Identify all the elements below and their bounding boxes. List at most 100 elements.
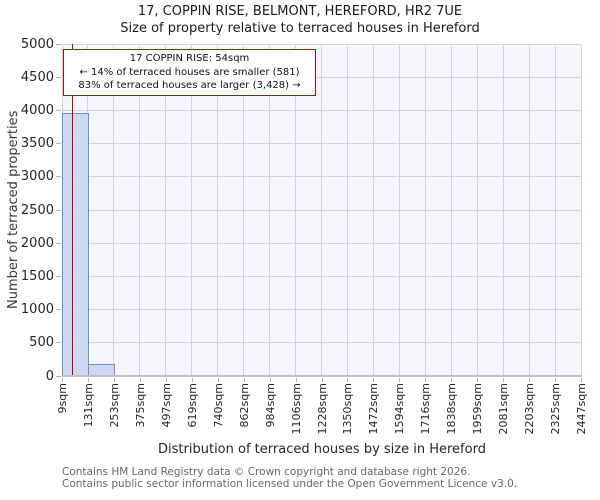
- x-tick-mark: [399, 378, 401, 382]
- property-marker-line: [71, 44, 73, 376]
- footer-attribution: Contains HM Land Registry data © Crown c…: [62, 466, 600, 490]
- y-gridline: [62, 43, 582, 45]
- y-tick-label: 1500: [20, 268, 54, 284]
- x-gridline: [191, 44, 193, 376]
- histogram-bar: [62, 113, 89, 376]
- x-gridline: [476, 44, 478, 376]
- x-gridline: [580, 44, 582, 376]
- x-tick-mark: [529, 378, 531, 382]
- x-tick-label: 9sqm: [56, 383, 69, 414]
- y-tick-label: 4000: [20, 102, 54, 118]
- x-tick-mark: [581, 378, 582, 382]
- x-gridline: [424, 44, 426, 376]
- x-tick-label: 2325sqm: [549, 383, 563, 435]
- x-tick-label: 253sqm: [107, 383, 121, 428]
- y-gridline: [62, 176, 582, 178]
- x-tick-mark: [555, 378, 557, 382]
- y-tick-label: 3000: [20, 169, 54, 185]
- y-gridline: [62, 76, 582, 78]
- x-tick-label: 1350sqm: [341, 383, 355, 435]
- x-tick-mark: [451, 378, 453, 382]
- x-tick-label: 375sqm: [133, 383, 147, 428]
- y-gridline: [62, 143, 582, 145]
- x-tick-mark: [62, 378, 63, 382]
- x-axis-line: [62, 375, 582, 377]
- x-tick-mark: [165, 378, 167, 382]
- y-tick-label: 5000: [20, 36, 54, 52]
- x-tick-mark: [269, 378, 271, 382]
- x-tick-label: 1838sqm: [445, 383, 459, 435]
- annotation-line-2: ← 14% of terraced houses are smaller (58…: [79, 66, 300, 78]
- x-tick-label: 1472sqm: [367, 383, 381, 435]
- y-tick-mark: [56, 342, 61, 344]
- x-tick-mark: [87, 378, 89, 382]
- y-tick-mark: [56, 43, 61, 45]
- y-tick-label: 3500: [20, 136, 54, 152]
- x-tick-mark: [217, 378, 219, 382]
- y-gridline: [62, 109, 582, 111]
- x-tick-mark: [113, 378, 115, 382]
- x-tick-label: 2081sqm: [497, 383, 511, 435]
- x-gridline: [450, 44, 452, 376]
- y-tick-label: 2500: [20, 202, 54, 218]
- x-tick-mark: [425, 378, 427, 382]
- x-tick-label: 1228sqm: [315, 383, 329, 435]
- x-gridline: [165, 44, 167, 376]
- x-tick-label: 131sqm: [81, 383, 95, 428]
- y-gridline: [62, 309, 582, 311]
- x-gridline: [372, 44, 374, 376]
- x-tick-label: 984sqm: [263, 383, 277, 428]
- x-gridline: [554, 44, 556, 376]
- x-gridline: [346, 44, 348, 376]
- x-gridline: [502, 44, 504, 376]
- y-tick-mark: [56, 309, 61, 311]
- chart-subtitle: Size of property relative to terraced ho…: [120, 21, 480, 36]
- x-tick-label: 619sqm: [185, 383, 199, 428]
- x-tick-label: 1594sqm: [393, 383, 407, 435]
- annotation-line-1: 17 COPPIN RISE: 54sqm: [129, 53, 250, 64]
- y-tick-label: 2000: [20, 235, 54, 251]
- plot-area: [62, 43, 582, 377]
- x-gridline: [321, 44, 322, 376]
- y-tick-mark: [56, 176, 61, 178]
- y-gridline: [62, 209, 582, 211]
- x-gridline: [295, 44, 297, 376]
- x-tick-mark: [373, 378, 375, 382]
- y-tick-mark: [56, 375, 61, 377]
- y-tick-mark: [56, 143, 61, 145]
- x-tick-mark: [191, 378, 193, 382]
- footer-line-2: Contains public sector information licen…: [62, 477, 518, 490]
- x-gridline: [217, 44, 219, 376]
- x-tick-mark: [347, 378, 349, 382]
- annotation-line-3: 83% of terraced houses are larger (3,428…: [78, 80, 301, 91]
- y-tick-label: 0: [45, 368, 54, 384]
- x-gridline: [269, 44, 271, 376]
- x-tick-label: 2447sqm: [575, 383, 588, 435]
- y-gridline: [62, 342, 582, 344]
- x-tick-mark: [321, 378, 323, 382]
- y-tick-mark: [56, 209, 61, 211]
- x-tick-mark: [295, 378, 297, 382]
- x-axis-label: Distribution of terraced houses by size …: [158, 442, 486, 457]
- y-tick-label: 1000: [20, 302, 54, 318]
- y-tick-mark: [56, 275, 61, 277]
- y-tick-mark: [56, 76, 61, 78]
- x-gridline: [243, 44, 245, 376]
- y-tick-label: 4500: [20, 69, 54, 85]
- x-tick-mark: [477, 378, 479, 382]
- x-tick-label: 1106sqm: [289, 383, 303, 435]
- x-tick-label: 2203sqm: [523, 383, 537, 435]
- x-gridline: [139, 44, 141, 376]
- x-tick-label: 862sqm: [237, 383, 251, 428]
- x-tick-mark: [503, 378, 505, 382]
- y-tick-mark: [56, 242, 61, 244]
- x-gridline: [528, 44, 530, 376]
- y-tick-mark: [56, 109, 61, 111]
- x-gridline: [113, 44, 115, 376]
- y-gridline: [62, 242, 582, 244]
- x-tick-mark: [139, 378, 141, 382]
- x-tick-label: 1959sqm: [471, 383, 485, 435]
- x-gridline: [398, 44, 400, 376]
- y-gridline: [62, 275, 582, 277]
